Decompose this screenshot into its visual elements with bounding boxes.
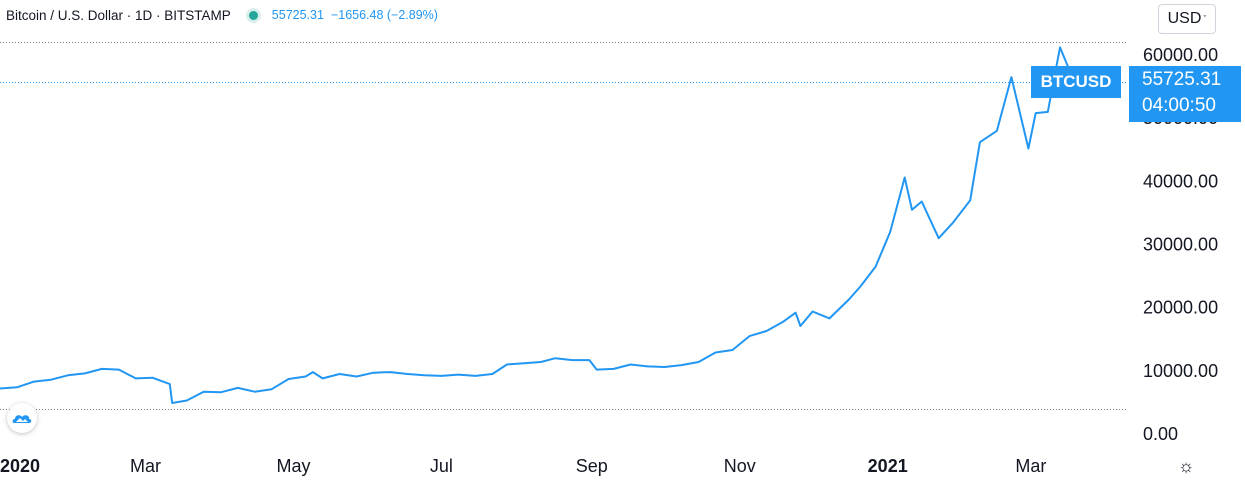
gear-icon[interactable]: ☼ [1176,456,1196,476]
x-tick-label-6: 2021 [868,456,908,476]
symbol-price-tag: BTCUSD [1031,66,1121,98]
x-tick-label-7: Mar [1015,456,1046,476]
series-layer [0,47,1079,403]
reference-lines [0,43,1127,410]
x-axis[interactable]: 2020 Mar May Jul Sep Nov 2021 Mar [0,456,1046,476]
series-line-0 [0,47,1079,403]
y-tick-label-0: 0.00 [1143,424,1178,444]
legend-title: Bitcoin / U.S. Dollar · 1D · BITSTAMP [6,8,231,23]
market-status-dot-icon [249,11,258,20]
x-tick-label-1: Mar [130,456,161,476]
last-price-badge: 55725.31 04:00:50 [1129,66,1241,122]
y-tick-label-1: 10000.00 [1143,361,1218,381]
x-tick-label-3: Jul [430,456,453,476]
symbol-label: BTCUSD [1041,72,1112,92]
currency-selector[interactable]: USD ˇ [1158,4,1216,34]
bar-countdown: 04:00:50 [1142,95,1216,117]
chevron-down-icon: ˇ [1203,14,1206,24]
x-tick-label-5: Nov [724,456,756,476]
y-tick-label-6: 60000.00 [1143,45,1218,65]
currency-selector-label: USD [1168,10,1202,28]
legend-change: −1656.48 (−2.89%) [331,8,438,22]
legend-last-value: 55725.31 [272,8,324,22]
last-price-value: 55725.31 [1142,69,1221,91]
y-tick-label-3: 30000.00 [1143,235,1218,255]
x-tick-label-2: May [276,456,310,476]
legend-bar: Bitcoin / U.S. Dollar · 1D · BITSTAMP 55… [6,5,438,25]
x-tick-label-0: 2020 [0,456,40,476]
tradingview-cloud-icon[interactable] [7,403,37,433]
cloud-mountain-icon [12,411,32,425]
y-tick-label-2: 20000.00 [1143,298,1218,318]
x-tick-label-4: Sep [576,456,608,476]
y-tick-label-4: 40000.00 [1143,171,1218,191]
